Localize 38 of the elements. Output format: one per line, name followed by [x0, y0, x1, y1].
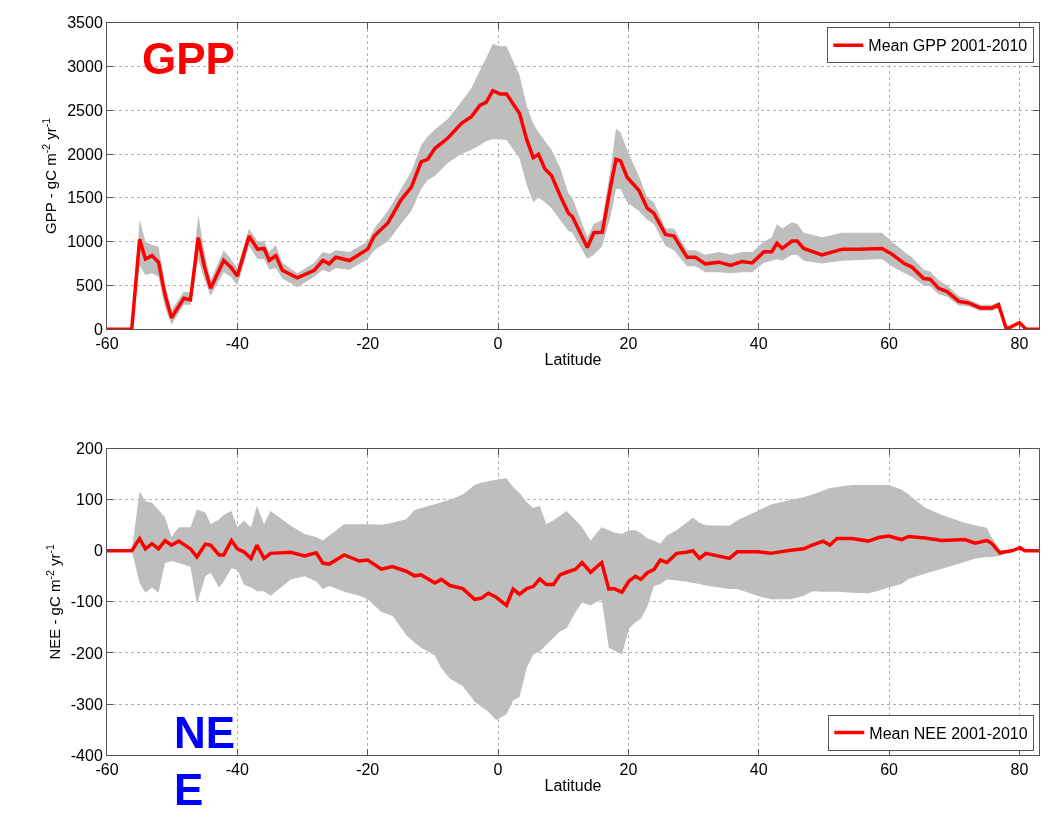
x-tick-label: 60 — [880, 335, 899, 353]
legend-label: Mean NEE 2001-2010 — [869, 724, 1028, 742]
y-tick-label: 2500 — [67, 101, 103, 119]
y-tick-label: 3500 — [67, 14, 103, 32]
y-tick-label: 2000 — [67, 145, 103, 163]
x-axis-title: Latitude — [544, 777, 602, 795]
x-tick-label: 40 — [749, 761, 768, 779]
x-tick-label: -60 — [95, 335, 119, 353]
annotation: GPP — [142, 34, 235, 83]
x-tick-label: 20 — [619, 761, 638, 779]
x-tick-label: -20 — [356, 335, 380, 353]
line-series — [107, 534, 1039, 608]
x-tick-label: 40 — [749, 335, 768, 353]
x-tick-label: -40 — [225, 335, 250, 353]
y-tick-label: 100 — [76, 491, 103, 509]
line-series — [107, 88, 1039, 330]
x-tick-label: 20 — [619, 335, 638, 353]
y-tick-label: 0 — [93, 320, 103, 338]
y-tick-label: -200 — [70, 644, 103, 662]
y-tick-label: 1500 — [67, 189, 103, 207]
x-tick-label: -40 — [225, 761, 250, 779]
x-axis-title: Latitude — [544, 351, 602, 369]
x-tick-label: 60 — [880, 761, 899, 779]
x-tick-label: 0 — [493, 761, 503, 779]
y-tick-label: -100 — [70, 593, 103, 611]
x-tick-label: -20 — [356, 761, 380, 779]
x-tick-label: 80 — [1010, 335, 1029, 353]
y-tick-label: 1000 — [67, 233, 103, 251]
x-tick-label: 0 — [493, 335, 503, 353]
y-tick-label: 200 — [76, 440, 103, 458]
y-tick-label: 0 — [93, 542, 103, 560]
x-tick-label: -60 — [95, 761, 119, 779]
legend-label: Mean GPP 2001-2010 — [868, 37, 1028, 55]
y-tick-label: -400 — [70, 746, 103, 764]
x-tick-label: 80 — [1010, 761, 1029, 779]
y-tick-label: -300 — [70, 695, 103, 713]
y-tick-label: 500 — [76, 276, 103, 294]
y-tick-label: 3000 — [67, 58, 103, 76]
